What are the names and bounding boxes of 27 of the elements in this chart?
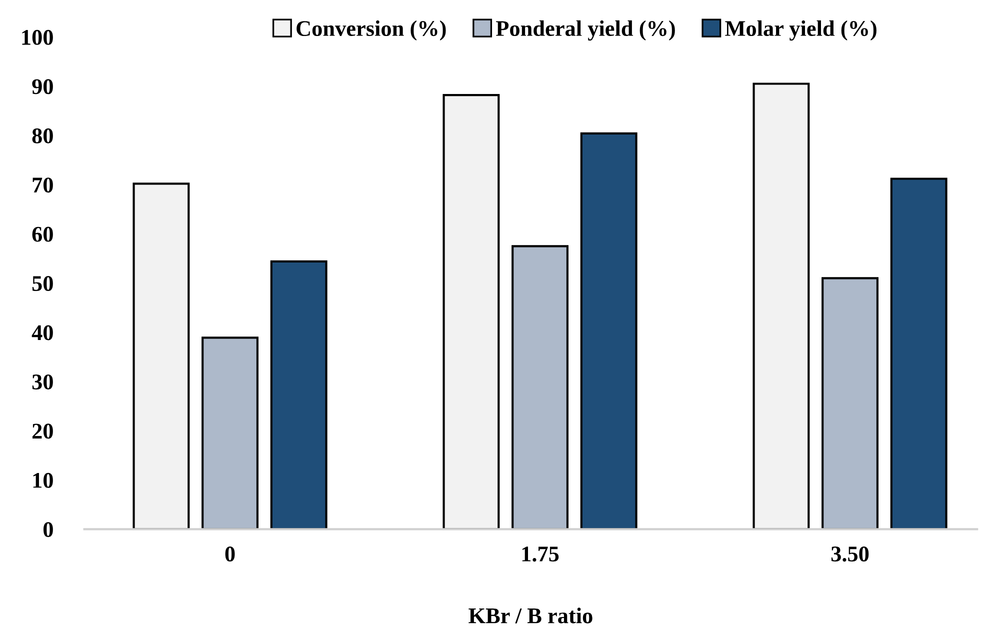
- y-tick-label: 90: [32, 79, 53, 94]
- bar: [132, 182, 190, 530]
- y-tick-label: 50: [32, 276, 53, 292]
- y-tick-label: 80: [32, 128, 53, 144]
- bar: [270, 260, 328, 530]
- x-tick-label: 0: [225, 546, 235, 562]
- bar: [580, 132, 638, 530]
- y-tick-label: 0: [44, 522, 53, 538]
- x-tick-label: 3.50: [831, 546, 869, 562]
- bar: [890, 178, 948, 530]
- y-tick-label: 20: [32, 424, 53, 439]
- y-tick-label: 40: [32, 325, 53, 340]
- legend-label: Molar yield (%): [725, 20, 876, 41]
- bar: [512, 245, 568, 530]
- bar: [202, 336, 258, 530]
- y-tick-label: 60: [32, 226, 53, 242]
- legend-label: Ponderal yield (%): [496, 20, 675, 41]
- x-axis-title: KBr / B ratio: [468, 608, 592, 624]
- legend-label: Conversion (%): [296, 20, 446, 41]
- y-tick-label: 10: [33, 472, 53, 488]
- bar: [752, 82, 810, 530]
- y-tick-label: 100: [22, 30, 53, 45]
- y-tick-label: 30: [32, 374, 53, 390]
- y-tick-label: 70: [32, 178, 53, 193]
- bar: [822, 277, 878, 530]
- x-tick-label: 1.75: [522, 546, 559, 562]
- bar: [442, 94, 500, 530]
